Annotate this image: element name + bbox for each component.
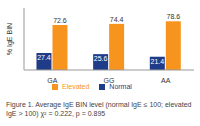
html-text:IgE > 100) χ² = 0.222, p = 0.8: IgE > 100) χ² = 0.222, p = 0.895 — [6, 110, 106, 117]
svg-text:72.6: 72.6 — [53, 17, 67, 24]
svg-text:78.6: 78.6 — [166, 13, 180, 20]
svg-text:GG: GG — [104, 77, 115, 84]
svg-text:GA: GA — [47, 77, 57, 84]
svg-text:74.4: 74.4 — [110, 16, 124, 23]
html-text:Figure 1. Average IgE BIN leve: Figure 1. Average IgE BIN level (normal … — [6, 101, 192, 108]
svg-text:27.4: 27.4 — [37, 54, 51, 61]
svg-text:AA: AA — [161, 77, 171, 84]
svg-text:% IgE BIN: % IgE BIN — [8, 23, 14, 55]
html-text:Normal: Normal — [109, 83, 132, 90]
html-text:Elevated: Elevated — [62, 83, 90, 90]
svg-text:21.4: 21.4 — [150, 58, 164, 65]
svg-text:25.6: 25.6 — [94, 55, 108, 62]
